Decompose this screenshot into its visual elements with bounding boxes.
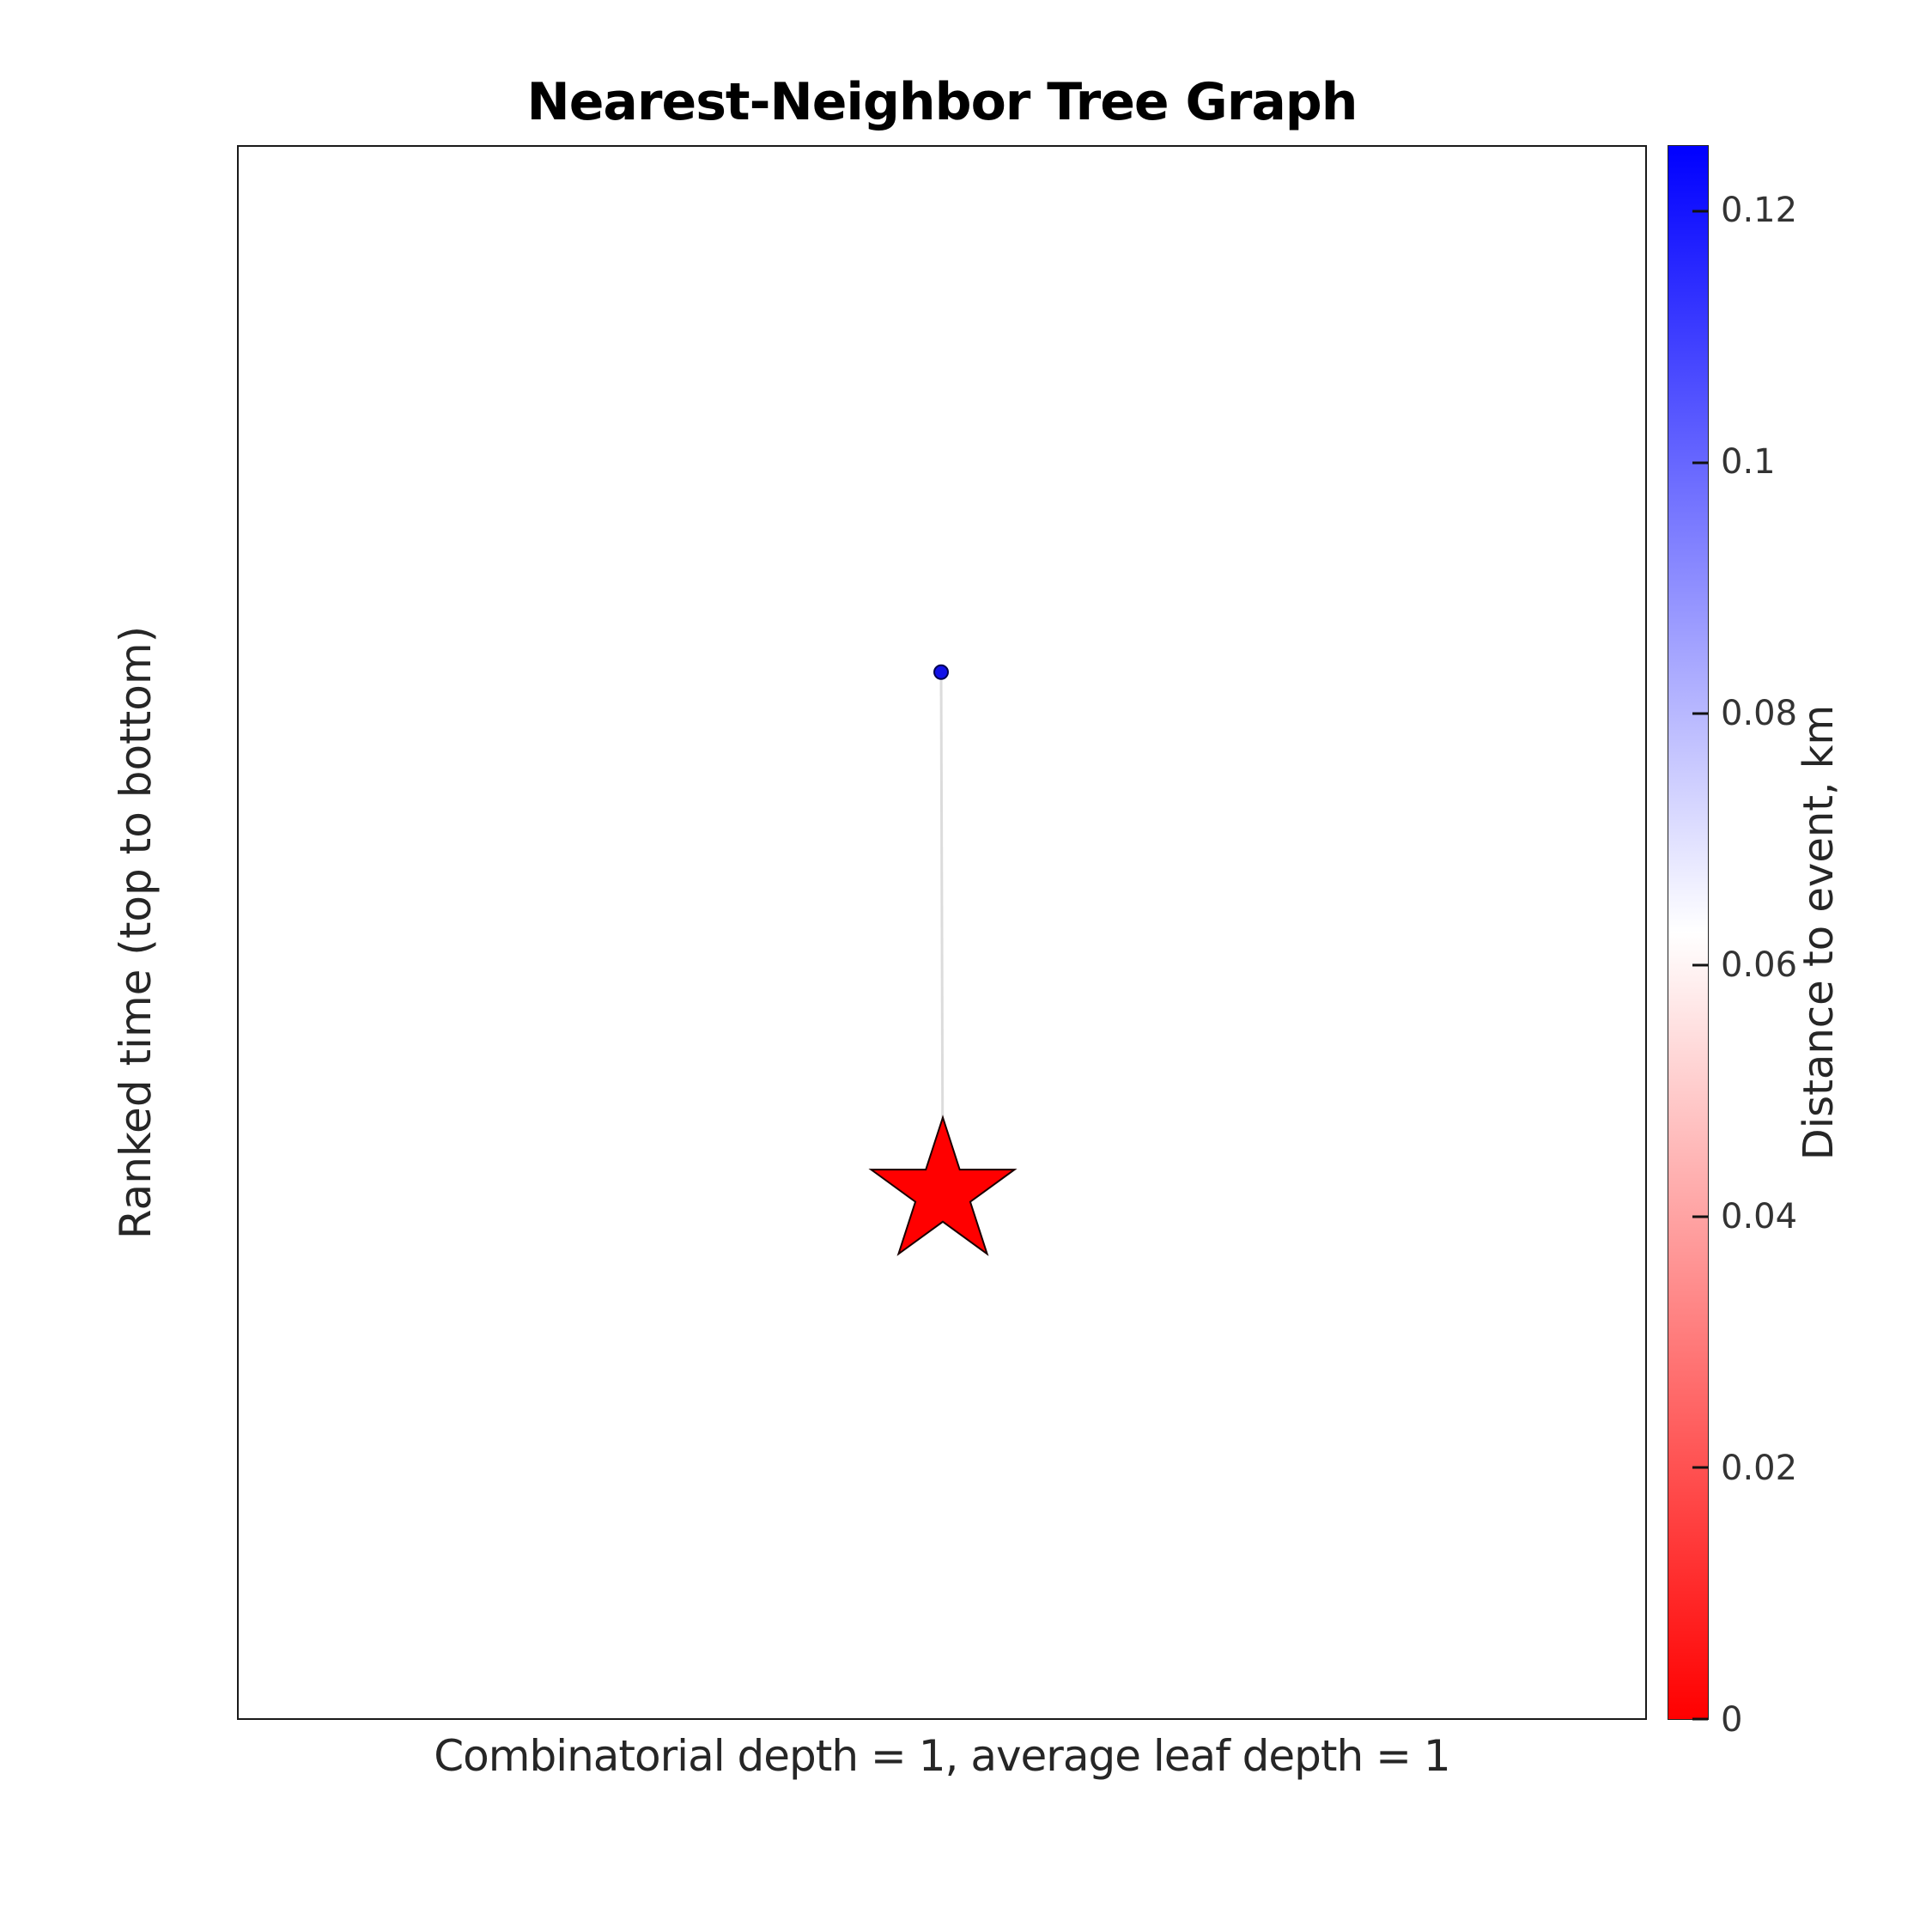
colorbar-tick bbox=[1692, 1215, 1708, 1218]
colorbar-tick bbox=[1692, 1466, 1708, 1469]
colorbar-tick bbox=[1692, 210, 1708, 213]
colorbar-tick-label: 0.02 bbox=[1721, 1449, 1798, 1489]
colorbar-tick bbox=[1692, 461, 1708, 465]
colorbar-tick-label: 0.12 bbox=[1721, 191, 1798, 231]
event-star bbox=[868, 1115, 1018, 1256]
colorbar-tick-label: 0.08 bbox=[1721, 694, 1798, 734]
x-axis-label: Combinatorial depth = 1, average leaf de… bbox=[434, 1731, 1450, 1781]
colorbar-tick-label: 0 bbox=[1721, 1700, 1743, 1740]
colorbar-tick-label: 0.1 bbox=[1721, 442, 1776, 483]
chart-title: Nearest-Neighbor Tree Graph bbox=[526, 72, 1358, 132]
tree-node-circle bbox=[933, 664, 949, 680]
colorbar-label: Distance to event, km bbox=[1795, 704, 1843, 1161]
plot-svg bbox=[868, 664, 1018, 1256]
colorbar-tick bbox=[1692, 963, 1708, 967]
colorbar-tick-label: 0.04 bbox=[1721, 1197, 1798, 1237]
colorbar-tick bbox=[1692, 1717, 1708, 1721]
colorbar-tick-labels: 0 0.02 0.04 0.06 0.08 0.1 0.12 bbox=[1721, 145, 1927, 1740]
colorbar-tick bbox=[1692, 712, 1708, 715]
tree-edge bbox=[939, 671, 945, 1194]
y-axis-label: Ranked time (top to bottom) bbox=[111, 625, 161, 1240]
colorbar bbox=[1668, 145, 1709, 1721]
colorbar-tick-label: 0.06 bbox=[1721, 945, 1798, 986]
plot-area bbox=[237, 145, 1647, 1720]
